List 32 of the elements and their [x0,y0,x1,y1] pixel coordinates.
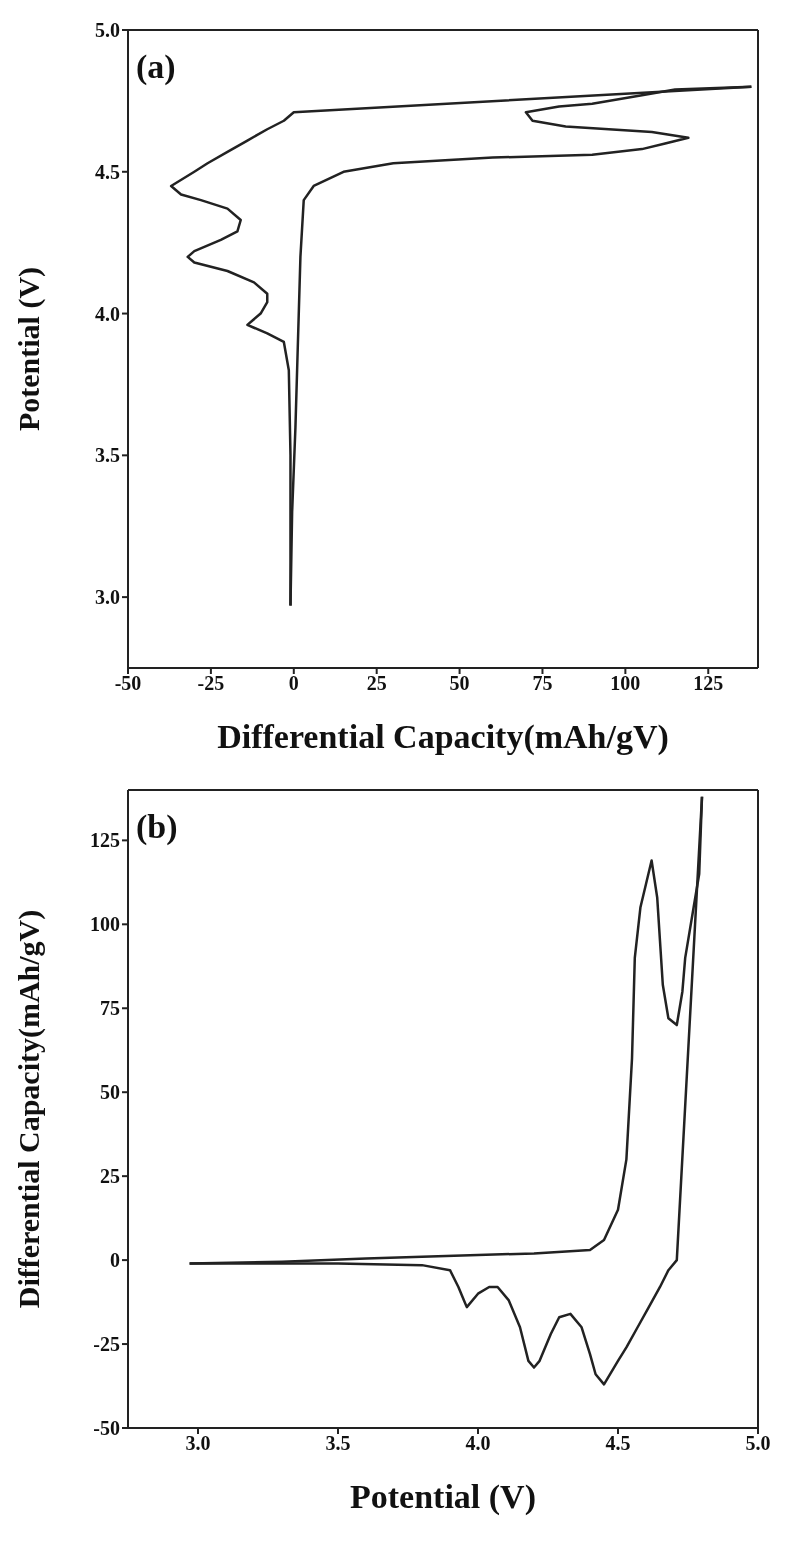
y-tick-label: -25 [93,1333,120,1356]
y-tick-label: -50 [93,1417,120,1440]
y-tick-label: 3.5 [95,444,120,467]
x-tick-label: 0 [288,672,299,695]
y-tick-label: 0 [110,1249,120,1272]
x-tick-label: 4.5 [605,1432,631,1455]
annotation: (b) [136,808,178,846]
y-tick-label: 4.0 [95,302,120,325]
y-tick-label: 3.0 [95,586,120,609]
x-tick-label: 25 [366,672,387,695]
y-tick-label: 100 [90,913,120,936]
y-tick-label: 75 [100,997,120,1020]
x-tick-label: 3.5 [325,1432,351,1455]
x-tick-label: 5.0 [745,1432,771,1455]
x-axis-title: Potential (V) [349,1478,537,1516]
y-tick-label: 25 [100,1165,120,1188]
annotation: (a) [136,48,176,86]
x-tick-label: 75 [532,672,553,695]
x-tick-label: 50 [449,672,470,695]
x-tick-label: -50 [114,672,142,695]
x-tick-label: 3.0 [185,1432,211,1455]
y-tick-label: 5.0 [95,19,120,42]
x-tick-label: 100 [610,672,641,695]
y-tick-label: 4.5 [95,160,120,183]
y-axis-title: Potential (V) [11,266,46,432]
y-axis-title: Differential Capacity(mAh/gV) [11,909,46,1309]
x-tick-label: -25 [197,672,225,695]
x-tick-label: 4.0 [465,1432,491,1455]
y-tick-label: 50 [100,1081,120,1104]
x-axis-title: Differential Capacity(mAh/gV) [217,718,669,756]
x-tick-label: 125 [693,672,724,695]
y-tick-label: 125 [90,829,120,852]
